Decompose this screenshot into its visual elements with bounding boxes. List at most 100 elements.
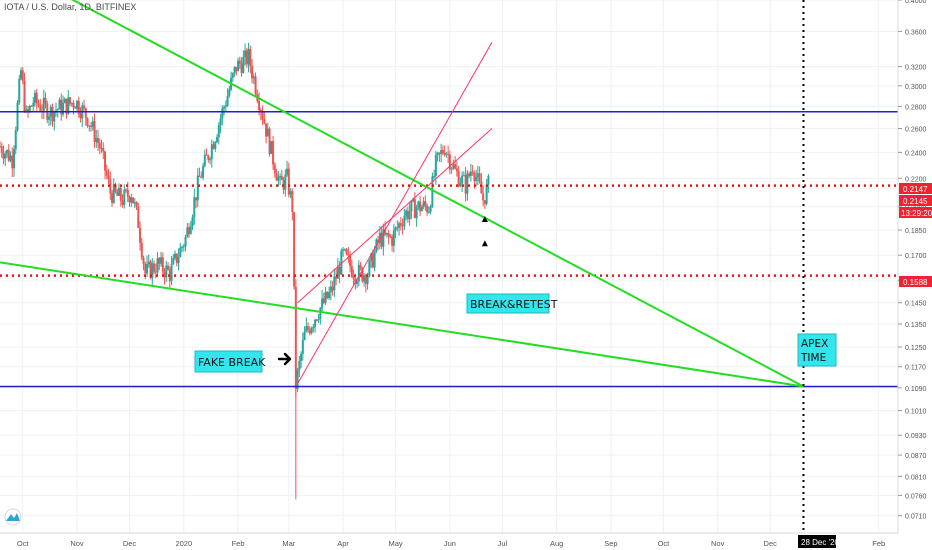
price-axis[interactable]: 0.4000 0.3600 0.3200 0.3000 0.2800 0.2600 0.24… (898, 0, 927, 521)
candle-body (116, 191, 119, 196)
candle-body (403, 216, 406, 227)
candle-body (429, 206, 432, 212)
countdown-value: 13:29:20 (901, 209, 932, 218)
candle-body (177, 257, 180, 264)
candle-body (373, 251, 376, 268)
trendline-channel (297, 128, 493, 304)
candle-body (426, 205, 429, 213)
candle-body (266, 128, 269, 137)
candle-body (291, 191, 294, 213)
break-retest-callout[interactable]: BREAK&RETEST (466, 293, 558, 314)
candle-body (188, 227, 191, 234)
vertical-date-tag: 28 Dec '20 (798, 535, 840, 548)
candle-body (259, 109, 262, 112)
y-tick-label: 0.2200 (905, 176, 927, 183)
candle-body (378, 232, 381, 244)
candle-body (42, 97, 45, 112)
candle-body (303, 331, 306, 341)
candle-body (48, 116, 51, 120)
candle-body (65, 98, 68, 114)
candle-body (55, 110, 58, 112)
candle-body (431, 176, 434, 207)
candle-body (405, 210, 408, 217)
x-tick-label: Sep (604, 539, 617, 548)
candle-body (189, 226, 192, 234)
candle-body (149, 261, 152, 279)
candles (0, 42, 490, 500)
candle-body (193, 197, 196, 217)
candle-body (357, 265, 360, 282)
candle-body (207, 155, 210, 160)
candle-body (441, 150, 444, 154)
candle-body (265, 123, 268, 137)
x-tick-label: Oct (658, 539, 671, 548)
fake-break-label: FAKE BREAK (198, 356, 266, 369)
y-tick-label: 0.1090 (905, 386, 927, 393)
candle-body (368, 260, 371, 277)
candle-body (119, 187, 122, 201)
candle-body (67, 97, 70, 114)
candle-body (142, 257, 145, 264)
candle-body (7, 150, 10, 161)
candle-body (301, 340, 304, 354)
candle-body (343, 249, 346, 251)
candle-body (447, 153, 450, 155)
candle-body (104, 151, 107, 171)
candle-body (6, 150, 9, 154)
candle-body (461, 175, 464, 184)
candle-body (56, 109, 59, 111)
support-price-tag-bg (899, 276, 932, 287)
candle-body (452, 164, 455, 169)
candle-body (77, 100, 80, 115)
candle-body (102, 147, 105, 152)
candle-body (314, 319, 317, 327)
candle-body (459, 183, 462, 187)
candle-body (224, 105, 227, 108)
price-axis-background (898, 0, 932, 533)
candle-body (2, 153, 5, 159)
candle-body (235, 66, 238, 72)
candle-body (202, 166, 205, 178)
candle-body (132, 197, 135, 204)
candle-body (88, 125, 91, 127)
y-tick-label: 0.2800 (905, 104, 927, 111)
candle-body (158, 258, 161, 264)
y-tick-label: 0.1010 (905, 409, 927, 416)
apex-time-callout[interactable]: APEX TIME (797, 333, 837, 367)
candle-body (284, 174, 287, 190)
candle-body (305, 326, 308, 332)
candle-body (340, 250, 343, 275)
y-tick-label: 0.4000 (905, 0, 927, 5)
candle-body (228, 89, 231, 96)
time-axis[interactable]: Oct Nov Dec 2020 Feb Mar Apr May Jun Jul Aug Sep Oct… (17, 539, 885, 548)
candle-body (455, 168, 458, 172)
candle-body (254, 76, 257, 95)
candle-body (170, 264, 173, 281)
y-tick-label: 0.0870 (905, 453, 927, 460)
candle-body (384, 229, 387, 235)
trendline-green (0, 261, 804, 388)
fake-break-callout[interactable]: FAKE BREAK (194, 350, 266, 373)
x-tick-label: Dec (123, 539, 137, 548)
candle-body (34, 92, 37, 103)
break-retest-box (466, 293, 550, 314)
current-price-tag-bg (899, 183, 932, 194)
candle-body (242, 57, 245, 73)
candle-body (233, 66, 236, 74)
candle-body (286, 168, 289, 175)
candle-body (237, 60, 240, 72)
fake-break-arrow-group (277, 352, 292, 366)
candle-body (44, 97, 47, 104)
candle-body (468, 173, 471, 176)
candle-body (319, 307, 322, 320)
candle-body (109, 179, 112, 194)
candle-body (417, 201, 420, 208)
trendline-channel (297, 42, 493, 384)
candle-body (293, 212, 296, 287)
candle-body (261, 111, 264, 120)
candle-body (440, 150, 443, 154)
candle-body (287, 168, 290, 195)
tradingview-logo-icon[interactable] (4, 508, 22, 526)
candle-body (200, 176, 203, 178)
